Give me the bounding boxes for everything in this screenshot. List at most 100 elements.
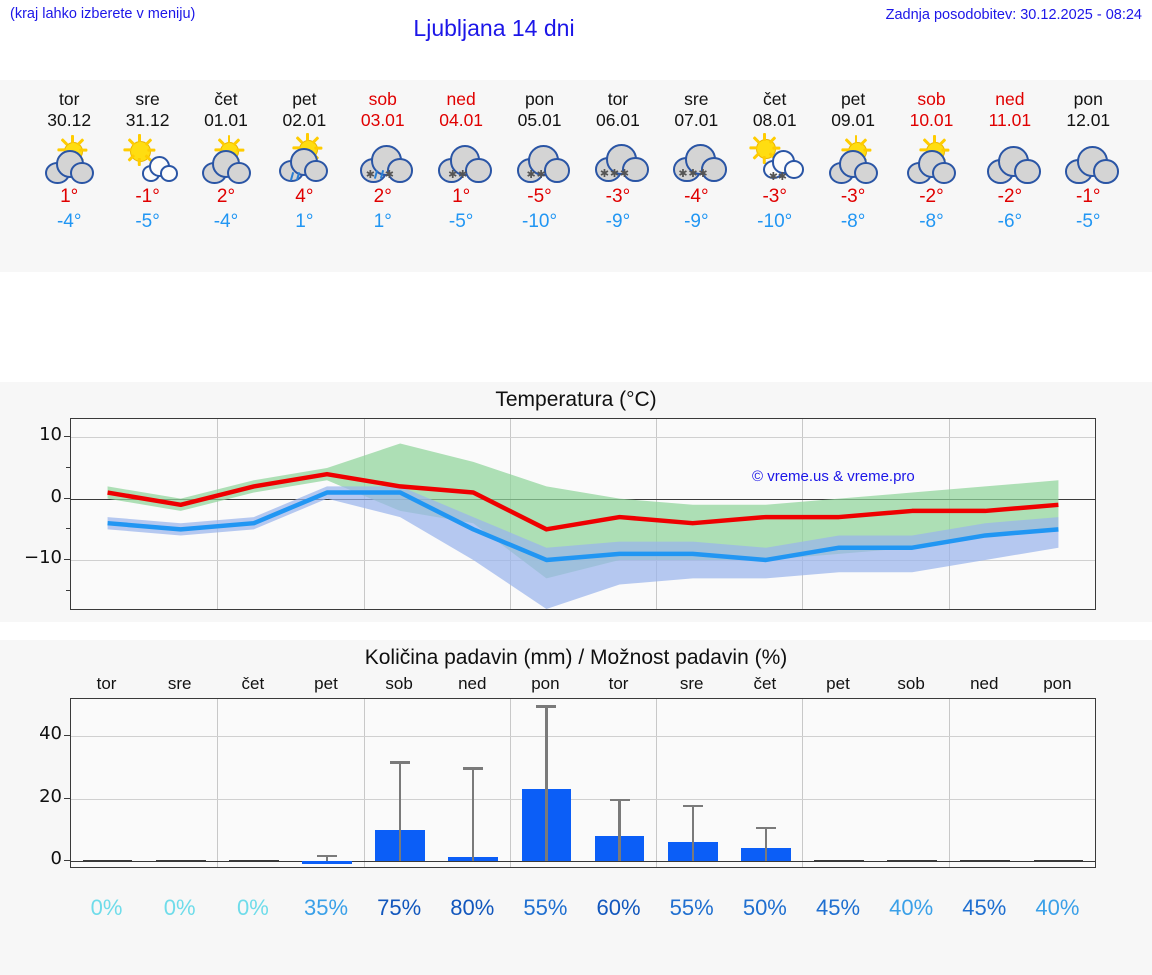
sun-ray <box>227 135 231 143</box>
cloud-icon <box>932 162 957 185</box>
weather-icon-sun-behind-cloud <box>196 134 256 185</box>
sun-ray <box>60 138 69 147</box>
day-column-10.01: sob 10.01 -2° -8° <box>892 80 970 272</box>
day-date: 30.12 <box>47 110 92 130</box>
day-temp-min: -9° <box>684 211 709 232</box>
day-date: 02.01 <box>282 110 327 130</box>
precipitation-chart-title: Količina padavin (mm) / Možnost padavin … <box>364 646 788 669</box>
precipitation-whisker <box>325 854 329 861</box>
precipitation-day-label: tor <box>96 674 117 693</box>
precipitation-bar-zero <box>82 859 133 862</box>
day-temp-max: -1° <box>135 186 160 207</box>
cloud-icon <box>69 162 94 185</box>
y-tick-mark-minor <box>66 467 71 469</box>
precipitation-day-label: pon <box>1043 674 1072 693</box>
cloud-icon <box>1092 159 1119 184</box>
precipitation-probability: 45% <box>962 895 1007 920</box>
sun-ray <box>79 148 88 152</box>
y-tick-label: 0 <box>50 847 62 869</box>
y-tick-mark <box>64 859 71 861</box>
grid-line-horizontal <box>71 437 1095 439</box>
weather-icon-cloud-rain-snow: ✱ ✱ <box>353 134 414 183</box>
precipitation-plot-area <box>70 698 1096 868</box>
cloud-icon <box>853 162 878 185</box>
day-temp-max: -4° <box>684 186 709 207</box>
day-column-04.01: ned 04.01 ✱ ✱ 1° -5° <box>422 80 500 272</box>
cloud-icon <box>543 158 571 183</box>
day-name: pet <box>292 89 317 109</box>
day-weather-icon: ✱ ✱ <box>745 132 805 182</box>
precipitation-day-label: sob <box>385 674 413 693</box>
day-name: čet <box>763 89 787 109</box>
day-temp-min: -10° <box>757 211 793 232</box>
day-temp-max: 2° <box>373 186 392 207</box>
day-column-31.12: sre 31.12 -1° -5° <box>108 80 186 272</box>
cloud-icon <box>700 157 727 182</box>
precipitation-probability: 60% <box>596 895 641 920</box>
sun-ray <box>941 148 950 152</box>
precipitation-whisker-cap <box>682 804 703 808</box>
sun-ray <box>933 135 936 143</box>
day-column-30.12: tor 30.12 1° -4° <box>30 80 108 272</box>
sun-ray <box>863 148 872 152</box>
grid-line-vertical <box>217 419 219 609</box>
y-tick-label: 40 <box>39 723 62 745</box>
day-temp-min: -4° <box>56 211 82 232</box>
temperature-series-svg <box>107 443 1059 609</box>
precipitation-bar-zero <box>960 859 1011 862</box>
y-tick-mark <box>64 558 71 560</box>
precipitation-probability: 40% <box>1035 895 1080 920</box>
y-tick-label: 0 <box>50 485 62 507</box>
day-weather-icon <box>1058 134 1119 184</box>
weather-icon-sun-with-small-cloud <box>118 134 179 182</box>
y-tick-label: −10 <box>24 546 62 568</box>
precipitation-whisker-cap <box>609 798 630 801</box>
day-temp-max: -1° <box>1076 186 1101 207</box>
precipitation-bar-zero <box>887 859 937 862</box>
weather-icon-cloudy <box>980 134 1041 184</box>
snowflake-icon: ✱ <box>619 167 630 180</box>
day-weather-icon <box>823 134 883 185</box>
sun-ray <box>772 146 781 150</box>
sun-ray <box>138 158 141 166</box>
precipitation-probability: 75% <box>377 895 422 920</box>
y-tick-label: 20 <box>39 785 62 807</box>
precipitation-day-label: pon <box>531 674 560 693</box>
day-temp-max: -5° <box>527 186 552 207</box>
precipitation-whisker <box>691 804 694 861</box>
day-date: 03.01 <box>360 110 405 130</box>
snowflake-icon: ✱ <box>536 168 546 181</box>
precipitation-probability: 40% <box>889 895 934 920</box>
sun-ray <box>854 135 858 143</box>
weather-icon-cloud-snow: ✱ ✱ <box>431 134 492 183</box>
sun-ray <box>314 146 323 150</box>
cloud-icon <box>465 158 492 183</box>
sun-ray <box>70 135 74 143</box>
day-temp-max: 1° <box>60 186 79 207</box>
day-weather-icon: ✱ ✱ <box>431 134 492 183</box>
temperature-plot-area <box>70 418 1096 610</box>
day-weather-icon: ✱ ✱ <box>510 134 571 183</box>
sun-ray <box>235 148 244 152</box>
temperature-chart-section: Temperatura (°C) 10 0 −10 <box>0 382 1152 622</box>
snowflake-icon: ✱ <box>384 168 394 181</box>
day-column-09.01: pet 09.01 -3° -8° <box>814 80 892 272</box>
day-name: pon <box>524 89 555 109</box>
snowflake-icon: ✱ <box>599 167 610 180</box>
precipitation-probability: 0% <box>163 895 196 920</box>
precipitation-probability: 80% <box>450 895 495 920</box>
precipitation-bar-zero <box>155 859 206 862</box>
day-temp-min: 1° <box>295 211 314 232</box>
day-date: 04.01 <box>439 110 484 130</box>
cloud-icon <box>1014 159 1041 184</box>
precipitation-whisker <box>618 798 621 861</box>
sun-ray <box>749 146 758 150</box>
day-name: sob <box>917 89 946 109</box>
y-tick-mark <box>64 797 71 799</box>
day-date: 12.01 <box>1066 110 1111 130</box>
day-name: ned <box>995 89 1025 109</box>
day-weather-icon <box>39 134 99 185</box>
precipitation-whisker-cap <box>463 767 484 770</box>
precipitation-day-label: sre <box>167 674 192 693</box>
